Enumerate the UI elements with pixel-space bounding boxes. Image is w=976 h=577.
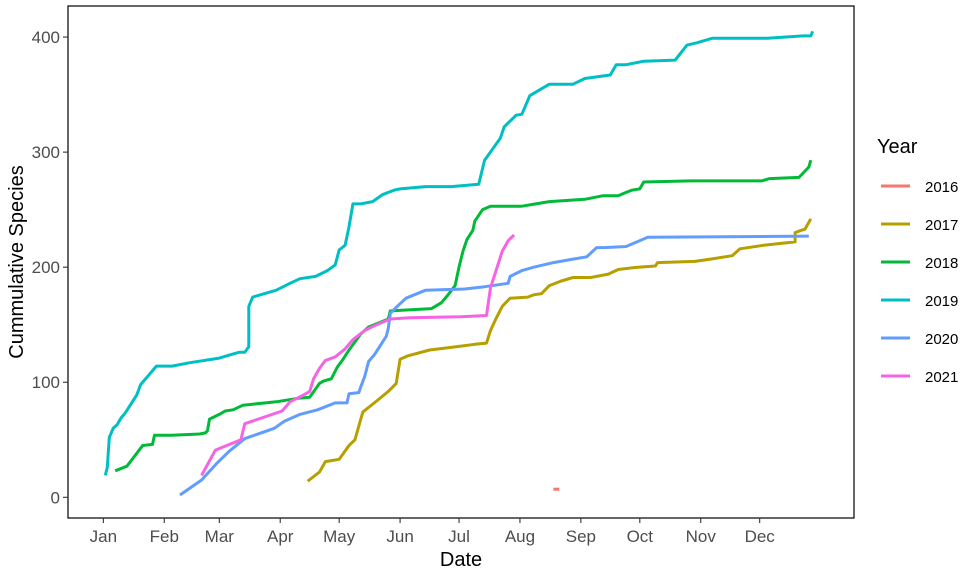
- series-layer: [103, 30, 815, 497]
- x-tick-label: May: [323, 527, 356, 546]
- x-tick-label: Aug: [505, 527, 535, 546]
- x-axis-title: Date: [440, 549, 482, 571]
- legend-label: 2021: [925, 369, 958, 386]
- legend-items: 2016 2017 2018 2019 2020 2021: [881, 179, 958, 386]
- y-axis-title: Cummulative Species: [6, 165, 28, 358]
- series-line-2017: [306, 218, 813, 483]
- x-tick-label: Sep: [566, 527, 596, 546]
- legend-label: 2020: [925, 331, 958, 348]
- legend-item: 2018: [881, 255, 958, 272]
- x-tick-label: Oct: [627, 527, 654, 546]
- series-line-2019: [103, 30, 815, 476]
- y-tick-label: 100: [32, 373, 60, 392]
- x-tick-label: Apr: [267, 527, 294, 546]
- series-line-2021: [200, 233, 516, 477]
- x-tick-label: Dec: [745, 527, 776, 546]
- legend-item: 2019: [881, 293, 958, 310]
- x-tick-label: Jan: [90, 527, 117, 546]
- x-tick-label: Mar: [205, 527, 235, 546]
- legend-label: 2016: [925, 179, 958, 196]
- legend-item: 2021: [881, 369, 958, 386]
- legend-title: Year: [877, 136, 918, 158]
- y-tick-label: 400: [32, 28, 60, 47]
- y-tick-label: 0: [51, 488, 60, 507]
- legend: Year 2016 2017 2018 2019 2020 2021: [877, 136, 958, 386]
- legend-label: 2018: [925, 255, 958, 272]
- series-line-2018: [114, 159, 813, 473]
- plot-panel-border: [67, 5, 855, 519]
- y-tick-label: 200: [32, 258, 60, 277]
- y-tick-label: 300: [32, 143, 60, 162]
- legend-item: 2017: [881, 217, 958, 234]
- x-axis: Jan Feb Mar Apr May Jun Jul Aug Sep Oct Nov Dec: [90, 518, 776, 546]
- x-tick-label: Jul: [448, 527, 470, 546]
- legend-label: 2017: [925, 217, 958, 234]
- series-line-2020: [179, 234, 809, 497]
- legend-label: 2019: [925, 293, 958, 310]
- y-axis: 0 100 200 300 400: [32, 28, 68, 507]
- x-tick-label: Nov: [686, 527, 717, 546]
- legend-item: 2016: [881, 179, 958, 196]
- legend-item: 2020: [881, 331, 958, 348]
- x-tick-label: Jun: [386, 527, 413, 546]
- x-tick-label: Feb: [150, 527, 179, 546]
